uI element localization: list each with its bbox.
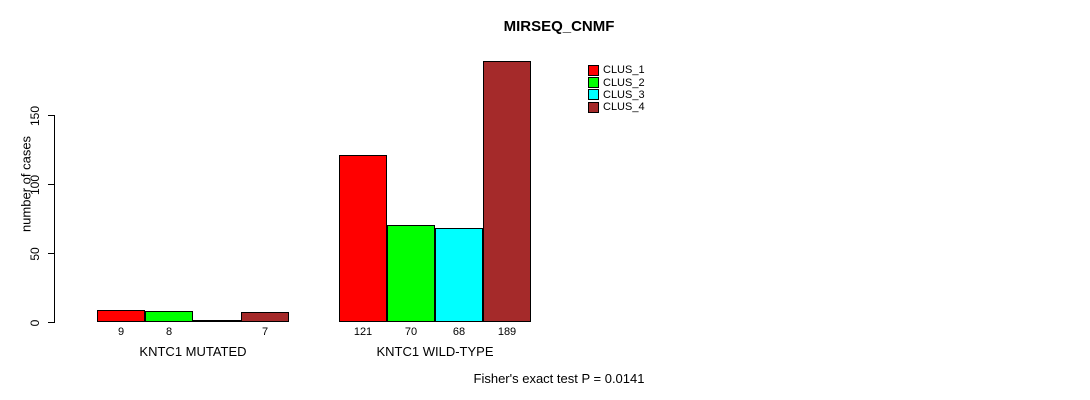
bar-clus_2-2	[387, 225, 435, 322]
bar-value-label: 70	[404, 326, 418, 338]
group-label-2: KNTC1 WILD-TYPE	[376, 344, 494, 359]
legend-label: CLUS_4	[603, 101, 645, 114]
bar-value-label: 8	[165, 326, 173, 338]
legend-label: CLUS_2	[603, 76, 645, 89]
group-label-1: KNTC1 MUTATED	[139, 344, 247, 359]
bar-clus_4-1	[241, 312, 289, 322]
y-axis-tick	[48, 115, 55, 116]
bar-clus_1-2	[339, 155, 387, 322]
legend-item-clus_4: CLUS_4	[588, 101, 645, 113]
bar-value-label: 7	[261, 326, 269, 338]
bar-clus_1-1	[97, 310, 145, 322]
y-axis-tick-label: 0	[28, 319, 42, 326]
legend-item-clus_3: CLUS_3	[588, 89, 645, 101]
bar-clus_2-1	[145, 311, 193, 322]
bar-clus_3-1	[193, 320, 241, 322]
legend: CLUS_1 CLUS_2 CLUS_3 CLUS_4	[588, 64, 645, 114]
bar-value-label: 189	[497, 326, 517, 338]
y-axis-tick	[48, 253, 55, 254]
y-axis-tick-label: 100	[28, 174, 42, 195]
y-axis-tick	[48, 322, 55, 323]
legend-swatch-icon	[588, 64, 599, 76]
legend-label: CLUS_1	[603, 64, 645, 77]
chart-title: MIRSEQ_CNMF	[503, 18, 615, 35]
y-axis-line	[54, 115, 55, 323]
legend-label: CLUS_3	[603, 88, 645, 101]
y-axis-tick	[48, 184, 55, 185]
legend-item-clus_2: CLUS_2	[588, 76, 645, 89]
legend-swatch-icon	[588, 101, 599, 113]
bar-value-label: 121	[353, 326, 373, 338]
legend-swatch-icon	[588, 89, 599, 101]
legend-swatch-icon	[588, 77, 599, 89]
y-axis-tick-label: 50	[28, 246, 42, 261]
stat-annotation: Fisher's exact test P = 0.0141	[473, 371, 645, 386]
bar-clus_4-2	[483, 61, 531, 322]
legend-item-clus_1: CLUS_1	[588, 64, 645, 76]
bar-value-label: 68	[452, 326, 466, 338]
y-axis-tick-label: 150	[28, 105, 42, 126]
bar-value-label: 9	[117, 326, 125, 338]
bar-clus_3-2	[435, 228, 483, 322]
